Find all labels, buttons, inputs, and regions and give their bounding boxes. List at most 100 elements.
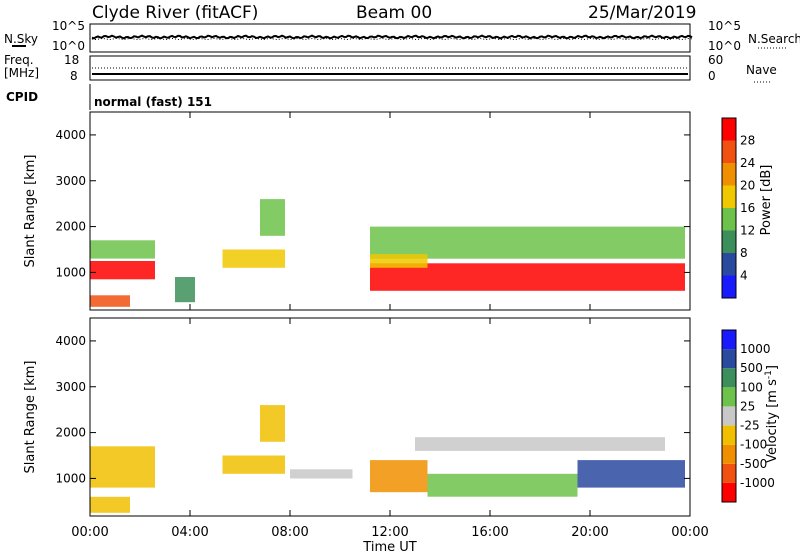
colorbar-segment [722, 444, 736, 464]
x-tick-label: 00:00 [671, 525, 708, 540]
velocity-colorbar-label-sup: -1 [764, 370, 774, 379]
x-tick-label: 00:00 [71, 525, 108, 540]
y-tick-label: 1000 [55, 471, 86, 485]
power-ylabel: Slant Range [km] [23, 155, 38, 268]
velocity-axes: 1000 2000 3000 4000 [55, 334, 690, 485]
colorbar-tick-label: 16 [740, 201, 755, 215]
colorbar-tick-label: 28 [740, 134, 755, 148]
noise-left-tick-top: 10^5 [52, 19, 85, 33]
data-region [90, 240, 155, 259]
colorbar-tick-label: 100 [740, 380, 763, 394]
colorbar-segment [722, 275, 736, 298]
data-region [370, 263, 685, 291]
colorbar-segment [722, 163, 736, 186]
colorbar-tick-label: -100 [740, 438, 767, 452]
noise-left-tick-bottom: 10^0 [52, 39, 85, 53]
data-region [222, 249, 285, 268]
nave-tick-top: 60 [708, 53, 723, 67]
colorbar-tick-label: -1000 [740, 476, 775, 490]
colorbar-tick-label: 20 [740, 179, 755, 193]
data-region [90, 261, 155, 280]
noise-right-tick-bottom: 10^0 [708, 39, 741, 53]
freq-tick-bottom: 8 [70, 69, 78, 83]
velocity-colorbar-label-main: Velocity [m s [765, 379, 780, 463]
data-region [370, 254, 428, 268]
x-tick-label: 12:00 [371, 525, 408, 540]
colorbar-frame [721, 329, 737, 503]
y-tick-label: 4000 [55, 334, 86, 348]
station-title: Clyde River (fitACF) [92, 3, 258, 23]
colorbar-segment [722, 118, 736, 141]
colorbar-frame [721, 117, 737, 299]
date-title: 25/Mar/2019 [588, 3, 696, 23]
noise-right-label: N.Search [748, 32, 800, 46]
colorbar-segment [722, 406, 736, 426]
y-tick-label: 4000 [55, 128, 86, 142]
x-tick-label: 20:00 [571, 525, 608, 540]
velocity-ylabel: Slant Range [km] [23, 361, 38, 474]
colorbar-segment [722, 230, 736, 253]
nave-label: Nave [746, 63, 777, 77]
freq-units: [MHz] [4, 66, 39, 80]
time-axis-ticks: 00:00 04:00 08:00 12:00 16:00 20:00 00:00 [71, 112, 709, 540]
colorbar-segment [722, 482, 736, 502]
power-data-layer [90, 199, 685, 307]
data-region [370, 226, 685, 259]
cpid-mode: normal (fast) 151 [94, 95, 212, 109]
y-tick-label: 3000 [55, 174, 86, 188]
colorbar-segment [722, 368, 736, 388]
freq-panel-frame [89, 55, 691, 81]
y-tick-label: 2000 [55, 220, 86, 234]
colorbar-segment [722, 208, 736, 231]
x-tick-label: 08:00 [271, 525, 308, 540]
noise-sky-line [91, 34, 693, 40]
data-region [90, 496, 130, 513]
velocity-colorbar: -1000 -500 -100 -25 25 100 500 1000 [721, 329, 775, 503]
velocity-data-layer [90, 405, 685, 513]
power-axes: 1000 2000 3000 4000 [55, 128, 690, 279]
data-region [260, 199, 285, 236]
beam-title: Beam 00 [356, 3, 432, 23]
colorbar-tick-label: 4 [740, 269, 748, 283]
data-region [577, 460, 685, 488]
colorbar-segment [722, 349, 736, 369]
data-region [222, 455, 285, 474]
noise-panel-frame [89, 23, 691, 53]
time-axis-label: Time UT [362, 540, 416, 554]
colorbar-segment [722, 253, 736, 276]
noise-left-label: N.Sky [4, 32, 38, 46]
colorbar-tick-label: 12 [740, 224, 755, 238]
data-region [290, 469, 353, 479]
data-region [175, 277, 195, 303]
data-region [90, 446, 155, 488]
nave-tick-bottom: 0 [708, 69, 716, 83]
cpid-label: CPID [6, 90, 38, 104]
freq-tick-top: 18 [64, 53, 79, 67]
data-region [415, 437, 665, 451]
data-region [427, 473, 578, 497]
x-tick-label: 04:00 [171, 525, 208, 540]
y-tick-label: 3000 [55, 380, 86, 394]
data-region [370, 460, 428, 493]
velocity-colorbar-label-close: ] [765, 365, 780, 370]
noise-search-line [91, 37, 693, 41]
y-tick-label: 2000 [55, 426, 86, 440]
freq-label: Freq. [4, 53, 34, 67]
data-region [260, 405, 285, 442]
colorbar-tick-label: -500 [740, 457, 767, 471]
colorbar-tick-label: 500 [740, 361, 763, 375]
colorbar-tick-label: 25 [740, 399, 755, 413]
x-tick-label: 16:00 [471, 525, 508, 540]
power-colorbar-label: Power [dB] [759, 165, 774, 236]
power-colorbar: 4 8 12 16 20 24 28 [721, 117, 755, 299]
velocity-colorbar-label: Velocity [m s-1] [764, 365, 780, 463]
colorbar-segment [722, 140, 736, 163]
colorbar-segment [722, 463, 736, 483]
colorbar-tick-label: 8 [740, 246, 748, 260]
noise-right-tick-top: 10^5 [708, 19, 741, 33]
colorbar-segment [722, 185, 736, 208]
colorbar-tick-label: 1000 [740, 342, 771, 356]
colorbar-segment [722, 387, 736, 407]
data-region [90, 295, 130, 307]
